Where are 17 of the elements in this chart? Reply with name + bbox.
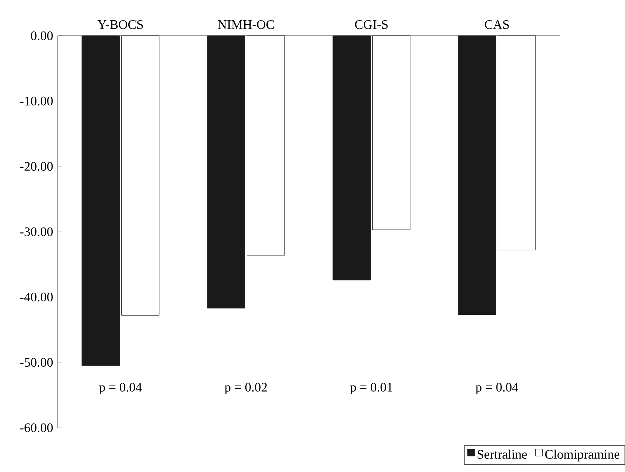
y-tick-label: -40.00 bbox=[20, 292, 53, 302]
x-tick-label: Y-BOCS bbox=[98, 20, 144, 30]
x-tick-label: CAS bbox=[485, 20, 510, 30]
y-tick-label: -10.00 bbox=[20, 96, 53, 106]
y-tick-label: -20.00 bbox=[20, 162, 53, 172]
y-tick-label: -50.00 bbox=[20, 358, 53, 368]
annotation: p = 0.01 bbox=[350, 383, 393, 394]
y-tick-label: -60.00 bbox=[20, 424, 53, 432]
annotation: p = 0.04 bbox=[476, 383, 519, 394]
annotation: p = 0.02 bbox=[224, 383, 268, 394]
y-tick-label: 0.00 bbox=[31, 32, 53, 40]
annotation: p = 0.04 bbox=[99, 383, 142, 394]
x-tick-label: NIMH-OC bbox=[218, 20, 274, 30]
y-tick-label: -30.00 bbox=[20, 228, 53, 236]
legend-label: Sertraline bbox=[478, 450, 528, 459]
legend-label: Clomipramine bbox=[545, 450, 620, 462]
x-tick-label: CGI-S bbox=[355, 20, 388, 30]
